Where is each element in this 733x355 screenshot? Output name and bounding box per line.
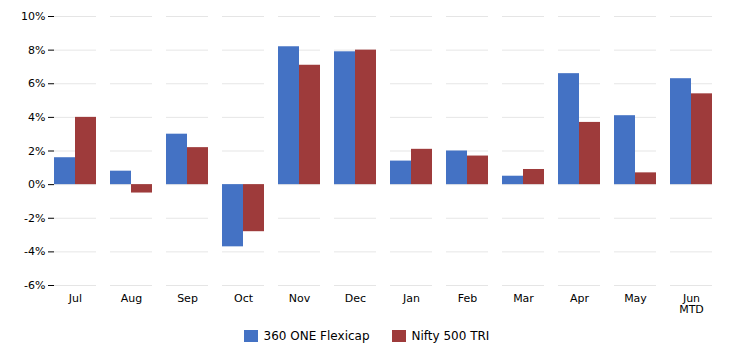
svg-text:-2%: -2% bbox=[24, 212, 45, 225]
svg-text:4%: 4% bbox=[28, 111, 45, 124]
svg-text:Jan: Jan bbox=[402, 292, 420, 305]
svg-text:Nov: Nov bbox=[289, 292, 311, 305]
svg-text:Sep: Sep bbox=[177, 292, 198, 305]
svg-text:2%: 2% bbox=[28, 145, 45, 158]
svg-text:Dec: Dec bbox=[345, 292, 366, 305]
svg-text:Oct: Oct bbox=[234, 292, 254, 305]
svg-text:May: May bbox=[624, 292, 647, 305]
svg-text:-4%: -4% bbox=[24, 245, 45, 258]
svg-text:10%: 10% bbox=[21, 10, 45, 23]
svg-text:Mar: Mar bbox=[513, 292, 534, 305]
svg-text:Jul: Jul bbox=[68, 292, 82, 305]
svg-text:-6%: -6% bbox=[24, 279, 45, 292]
svg-text:JunMTD: JunMTD bbox=[679, 292, 704, 316]
svg-text:0%: 0% bbox=[28, 178, 45, 191]
svg-text:Aug: Aug bbox=[121, 292, 142, 305]
svg-text:Feb: Feb bbox=[458, 292, 477, 305]
svg-text:8%: 8% bbox=[28, 44, 45, 57]
svg-text:6%: 6% bbox=[28, 77, 45, 90]
html-text:Nifty 500 TRI: Nifty 500 TRI bbox=[411, 329, 490, 343]
html-text:360 ONE Flexicap: 360 ONE Flexicap bbox=[263, 329, 370, 343]
svg-text:Apr: Apr bbox=[570, 292, 590, 305]
